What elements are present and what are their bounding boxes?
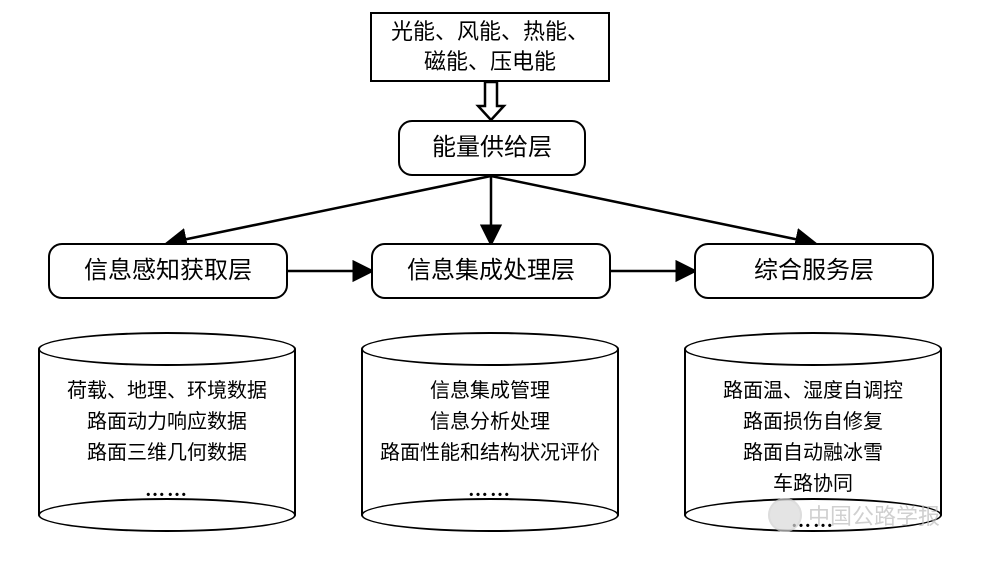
cylinder-0-dots: …… xyxy=(145,475,189,506)
cylinder-1: 信息集成管理信息分析处理路面性能和结构状况评价 …… xyxy=(361,332,619,532)
layer-box-service: 综合服务层 xyxy=(694,243,934,299)
cylinder-1-line-0: 信息集成管理 xyxy=(430,376,550,407)
cylinder-2-line-2: 路面自动融冰雪 xyxy=(743,438,883,469)
layer-box-service-text: 综合服务层 xyxy=(754,255,874,287)
layer-box-process-text: 信息集成处理层 xyxy=(407,255,575,287)
cylinder-2-content: 路面温、湿度自调控路面损伤自修复路面自动融冰雪车路协同…… xyxy=(684,370,942,511)
energy-sources-text: 光能、风能、热能、磁能、压电能 xyxy=(391,17,589,76)
cylinder-1-line-2: 路面性能和结构状况评价 xyxy=(380,438,600,469)
cylinder-0-line-1: 路面动力响应数据 xyxy=(87,407,247,438)
energy-supply-layer-text: 能量供给层 xyxy=(432,132,552,164)
cylinder-1-line-1: 信息分析处理 xyxy=(430,407,550,438)
cylinder-0-line-2: 路面三维几何数据 xyxy=(87,438,247,469)
cylinder-1-dots: …… xyxy=(468,475,512,506)
diagram-root: 光能、风能、热能、磁能、压电能 能量供给层 信息感知获取层 信息集成处理层 综合服务… xyxy=(0,0,982,577)
cylinder-2-line-0: 路面温、湿度自调控 xyxy=(723,376,903,407)
cylinder-2-line-3: 车路协同 xyxy=(773,469,853,500)
layer-box-process: 信息集成处理层 xyxy=(371,243,611,299)
layer-box-sense: 信息感知获取层 xyxy=(48,243,288,299)
energy-supply-layer-box: 能量供给层 xyxy=(398,120,586,176)
energy-sources-box: 光能、风能、热能、磁能、压电能 xyxy=(370,12,610,82)
cylinder-2-dots: …… xyxy=(791,506,835,537)
layer-box-sense-text: 信息感知获取层 xyxy=(84,255,252,287)
cylinder-0: 荷载、地理、环境数据路面动力响应数据路面三维几何数据 …… xyxy=(38,332,296,532)
cylinder-2-line-1: 路面损伤自修复 xyxy=(743,407,883,438)
cylinder-2: 路面温、湿度自调控路面损伤自修复路面自动融冰雪车路协同…… xyxy=(684,332,942,532)
cylinder-0-content: 荷载、地理、环境数据路面动力响应数据路面三维几何数据 …… xyxy=(38,370,296,511)
cylinder-1-content: 信息集成管理信息分析处理路面性能和结构状况评价 …… xyxy=(361,370,619,511)
cylinder-0-line-0: 荷载、地理、环境数据 xyxy=(67,376,267,407)
